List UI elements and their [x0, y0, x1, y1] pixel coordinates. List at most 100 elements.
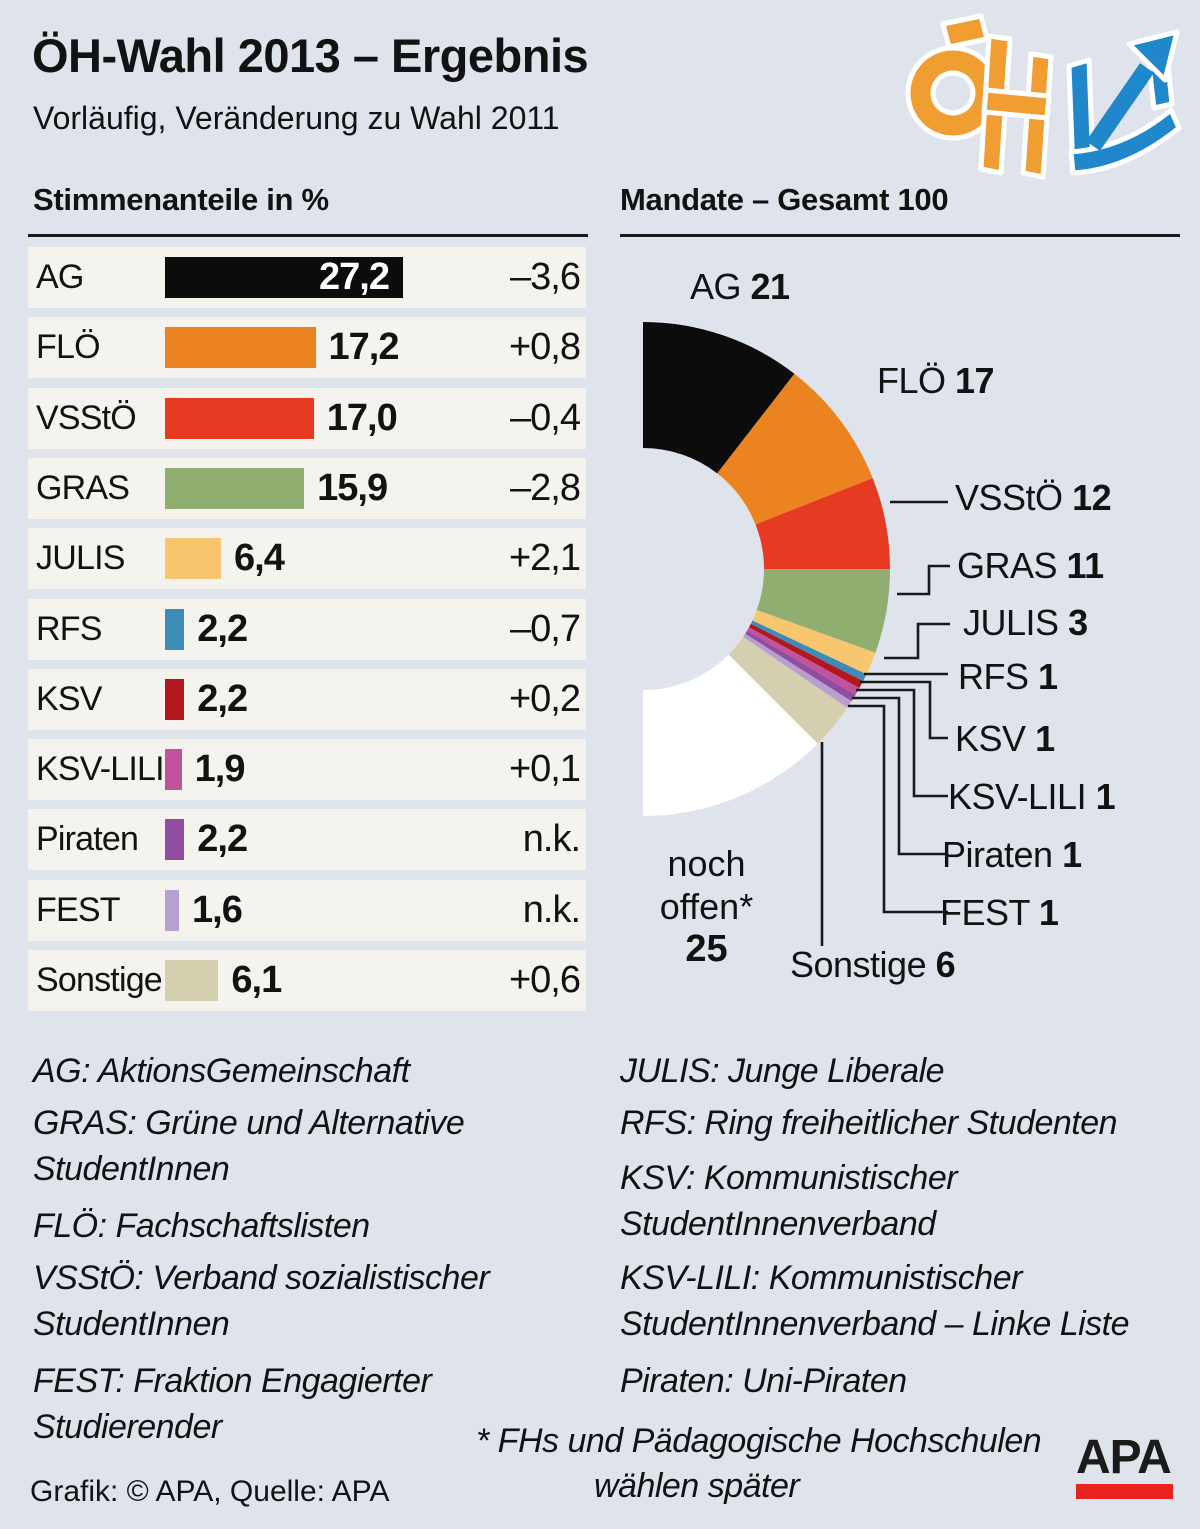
seat-count: 1 — [1035, 718, 1055, 759]
change-value: –0,7 — [510, 607, 581, 650]
party-label: Sonstige — [36, 961, 163, 999]
legend-line-right-6: Piraten: Uni-Piraten — [620, 1362, 907, 1400]
legend-line-right-5: StudentInnenverband – Linke Liste — [620, 1305, 1130, 1343]
party-label: JULIS — [36, 539, 125, 578]
change-value: +0,8 — [508, 326, 581, 369]
apa-logo-text: APA — [1076, 1431, 1172, 1484]
bar — [165, 960, 219, 1001]
donut-label-GRAS: GRAS 11 — [957, 545, 1105, 586]
legend-line-right-0: JULIS: Junge Liberale — [620, 1052, 945, 1090]
seat-count: 11 — [1066, 545, 1105, 586]
open-seats-label: noch offen* 25 — [624, 842, 789, 971]
party-label: Piraten — [36, 820, 139, 859]
change-value: –2,8 — [510, 466, 581, 509]
change-value: –0,4 — [510, 396, 581, 439]
donut-heading-rule — [620, 234, 1180, 237]
donut-label-Sonstige: Sonstige 6 — [790, 944, 956, 985]
bars-heading: Stimmenanteile in % — [33, 182, 329, 217]
seat-count: 12 — [1072, 477, 1112, 518]
donut-slice-KSV — [749, 623, 864, 688]
seat-count: 17 — [955, 360, 995, 401]
bar-value: 6,1 — [231, 959, 282, 1001]
bar-row-KSV: KSV 2,2 +0,2 — [28, 668, 586, 730]
legend-line-left-1: GRAS: Grüne und Alternative — [33, 1104, 465, 1142]
bar-row-FLÖ: FLÖ 17,2 +0,8 — [28, 317, 586, 379]
source-credit: Grafik: © APA, Quelle: APA — [30, 1475, 390, 1508]
donut-label-KSV-LILI: KSV-LILI 1 — [948, 776, 1116, 817]
donut-slice-GRAS — [756, 569, 890, 653]
oeh-arrow-icon — [1086, 29, 1180, 151]
donut-slice-AG — [643, 321, 795, 474]
page-subtitle: Vorläufig, Veränderung zu Wahl 2011 — [33, 100, 560, 136]
apa-logo-red-bar — [1076, 1484, 1173, 1499]
donut-slice-Piraten — [745, 630, 856, 702]
bar-value: 15,9 — [317, 466, 388, 509]
bar — [165, 819, 185, 861]
bar — [165, 327, 316, 369]
bar — [165, 397, 314, 439]
seat-count: 6 — [935, 944, 956, 985]
legend-line-left-3: FLÖ: Fachschaftslisten — [33, 1207, 370, 1245]
seat-count: 1 — [1038, 656, 1058, 697]
donut-label-RFS: RFS 1 — [958, 656, 1058, 697]
seat-count: 3 — [1068, 602, 1088, 643]
party-label: KSV-LILI — [36, 750, 165, 789]
bar-value: 1,9 — [194, 748, 246, 791]
change-value: +2,1 — [508, 537, 581, 580]
open-seats-value: 25 — [685, 928, 728, 970]
legend-line-right-4: KSV-LILI: Kommunistischer — [620, 1259, 1022, 1297]
donut-slice-VSStÖ — [755, 478, 890, 569]
party-label: RFS — [36, 609, 102, 648]
legend-line-left-2: StudentInnen — [33, 1150, 230, 1188]
donut-label-Piraten: Piraten 1 — [942, 834, 1082, 875]
bar — [165, 749, 182, 791]
party-label: FEST — [36, 890, 121, 929]
bar-row-VSStÖ: VSStÖ 17,0 –0,4 — [28, 387, 586, 449]
donut-slice-noch offen* — [643, 654, 818, 816]
bar-row-Sonstige: Sonstige 6,1 +0,6 — [28, 950, 586, 1011]
oeh-logo — [905, 13, 1182, 180]
bar — [165, 538, 221, 580]
bar-row-Piraten: Piraten 2,2 n.k. — [28, 809, 586, 871]
donut-slice-Sonstige — [728, 637, 848, 744]
donut-slice-KSV-LILI — [747, 627, 860, 695]
bar-value: 2,2 — [197, 677, 248, 720]
page-title: ÖH-Wahl 2013 – Ergebnis — [32, 29, 589, 82]
donut-label-FEST: FEST 1 — [940, 892, 1059, 933]
oeh-h-crossbar — [981, 87, 1052, 121]
legend-line-right-1: RFS: Ring freiheitlicher Studenten — [620, 1104, 1118, 1142]
change-value: +0,1 — [508, 748, 581, 791]
bar-value: 2,2 — [197, 607, 248, 650]
party-label: VSStÖ — [36, 398, 137, 437]
legend-line-left-7: Studierender — [33, 1408, 222, 1446]
party-label: GRAS — [36, 468, 130, 507]
donut-label-FLÖ: FLÖ 17 — [877, 360, 995, 401]
legend-line-right-2: KSV: Kommunistischer — [620, 1159, 958, 1197]
bar — [165, 678, 185, 720]
donut-slice-JULIS — [752, 610, 876, 675]
change-value: +0,6 — [508, 959, 581, 1001]
bar-row-FEST: FEST 1,6 n.k. — [28, 879, 586, 941]
party-label: KSV — [36, 679, 102, 718]
bar-value: 27,2 — [319, 256, 390, 298]
bar — [165, 889, 179, 931]
bar — [165, 467, 305, 509]
bar-value: 17,2 — [328, 326, 400, 369]
legend-line-right-3: StudentInnenverband — [620, 1205, 936, 1243]
bar-row-AG: AG 27,2 –3,6 — [28, 247, 586, 308]
footnote-line1: * FHs und Pädagogische Hochschulen — [476, 1422, 1042, 1460]
change-value: n.k. — [522, 888, 581, 931]
donut-label-AG: AG 21 — [690, 266, 790, 307]
seat-count: 1 — [1095, 776, 1116, 817]
bars-heading-rule — [28, 234, 588, 237]
label-connector-line — [856, 688, 948, 798]
legend-line-left-4: VSStÖ: Verband sozialistischer — [33, 1259, 490, 1297]
donut-slice-RFS — [750, 620, 867, 682]
bar — [165, 257, 403, 298]
label-connector-line — [848, 704, 948, 914]
bar-row-RFS: RFS 2,2 –0,7 — [28, 598, 586, 660]
label-connector-line — [884, 622, 950, 660]
bar-value: 6,4 — [234, 537, 285, 580]
seat-count: 1 — [1062, 834, 1082, 875]
